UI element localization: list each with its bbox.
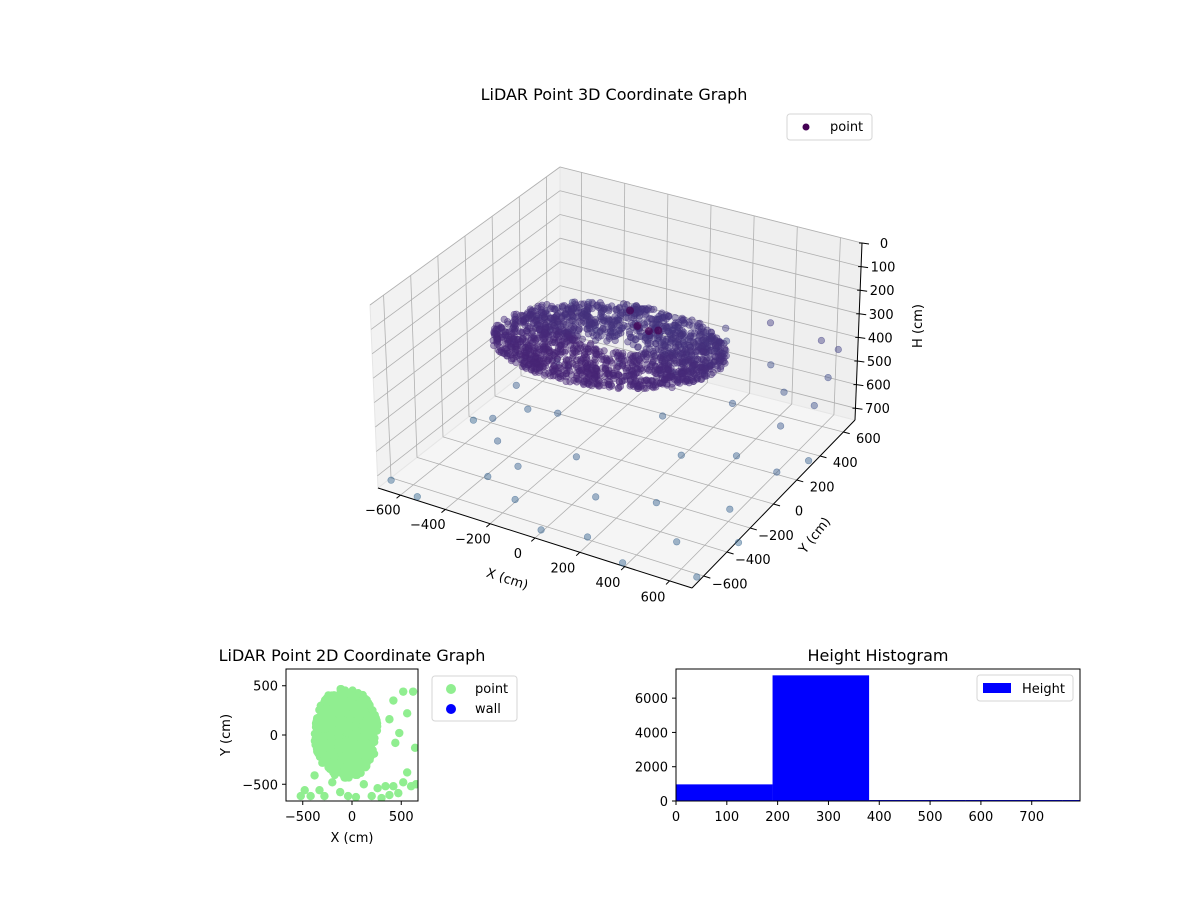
z-tick-label: 400 bbox=[868, 331, 893, 346]
chart-3d-axes bbox=[377, 242, 870, 589]
chart-3d-ylabel: Y (cm) bbox=[796, 515, 834, 558]
legend-box bbox=[976, 674, 1074, 702]
legend-label-point: point bbox=[475, 682, 508, 697]
histogram-frame bbox=[675, 668, 1081, 802]
legend-label-height: Height bbox=[1022, 682, 1065, 697]
y-tick-label: −600 bbox=[712, 577, 748, 592]
y-tick-label: −500 bbox=[242, 778, 278, 793]
y-tick-label: 2000 bbox=[635, 761, 668, 776]
chart-2d-xlabel: X (cm) bbox=[331, 831, 374, 846]
x-tick-label: −500 bbox=[285, 810, 321, 825]
chart-3d-xlabel: X (cm) bbox=[484, 566, 530, 594]
x-tick-label: 100 bbox=[714, 810, 739, 825]
chart-2d-title: LiDAR Point 2D Coordinate Graph bbox=[219, 646, 486, 665]
chart-2d-legend: point wall bbox=[431, 675, 518, 722]
chart-2d-ylabel: Y (cm) bbox=[219, 714, 234, 757]
chart-3d-points bbox=[387, 298, 842, 581]
histogram-bars bbox=[676, 675, 1080, 801]
x-tick-label: 200 bbox=[765, 810, 790, 825]
z-tick-label: 500 bbox=[867, 355, 892, 370]
x-tick-label: 500 bbox=[389, 810, 414, 825]
chart-2d: LiDAR Point 2D Coordinate Graph −500 0 500… bbox=[219, 646, 518, 846]
chart-2d-ticks: −500 0 500 500 0 −500 bbox=[242, 680, 413, 825]
x-tick-label: 400 bbox=[867, 810, 892, 825]
legend-height-swatch-icon bbox=[983, 683, 1011, 693]
legend-box bbox=[786, 113, 873, 141]
y-tick-label: 0 bbox=[660, 795, 668, 810]
chart-3d-tick-labels: −600−400−2000200400600−600−400−200020040… bbox=[365, 237, 896, 606]
legend-point-marker-icon bbox=[446, 684, 456, 694]
x-tick-label: −400 bbox=[410, 518, 446, 533]
y-tick-label: 400 bbox=[833, 456, 858, 471]
x-tick-label: 400 bbox=[596, 576, 621, 591]
y-tick-label: −400 bbox=[735, 553, 771, 568]
x-tick-label: −600 bbox=[365, 503, 401, 518]
x-tick-label: −200 bbox=[455, 532, 491, 547]
x-tick-label: 0 bbox=[672, 810, 680, 825]
x-tick-label: 0 bbox=[348, 810, 356, 825]
z-tick-label: 100 bbox=[871, 261, 896, 276]
z-tick-label: 0 bbox=[880, 237, 888, 252]
y-tick-label: 0 bbox=[795, 505, 803, 520]
y-tick-label: 200 bbox=[810, 480, 835, 495]
chart-3d-title: LiDAR Point 3D Coordinate Graph bbox=[481, 85, 748, 104]
z-tick-label: 600 bbox=[866, 379, 891, 394]
chart-3d-zlabel: H (cm) bbox=[911, 304, 926, 348]
chart-histogram: Height Histogram 0 100 200 300 400 500 600 7000… bbox=[635, 646, 1081, 825]
z-tick-label: 300 bbox=[869, 308, 894, 323]
x-tick-label: 200 bbox=[551, 562, 576, 577]
histogram-bar bbox=[676, 784, 773, 801]
chart-3d-grid bbox=[369, 166, 863, 582]
y-tick-label: 500 bbox=[253, 680, 278, 695]
x-tick-label: 700 bbox=[1019, 810, 1044, 825]
z-tick-label: 700 bbox=[865, 402, 890, 417]
x-tick-label: 0 bbox=[514, 547, 522, 562]
y-tick-label: 0 bbox=[270, 729, 278, 744]
y-tick-label: 6000 bbox=[635, 692, 668, 707]
histogram-legend: Height bbox=[976, 674, 1074, 702]
chart-3d-legend: point bbox=[786, 113, 873, 141]
x-tick-label: 500 bbox=[918, 810, 943, 825]
legend-label-point: point bbox=[830, 120, 863, 135]
x-tick-label: 300 bbox=[816, 810, 841, 825]
y-tick-label: 600 bbox=[856, 432, 881, 447]
z-tick-label: 200 bbox=[870, 284, 895, 299]
legend-wall-marker-icon bbox=[446, 704, 456, 714]
x-tick-label: 600 bbox=[968, 810, 993, 825]
chart-2d-points bbox=[296, 684, 418, 801]
legend-label-wall: wall bbox=[475, 702, 501, 717]
chart-3d: LiDAR Point 3D Coordinate Graph −600 −400… bbox=[365, 85, 926, 606]
histogram-ticks: 0 100 200 300 400 500 600 700 0 2000 4000 6000 bbox=[635, 692, 1044, 825]
y-tick-label: −200 bbox=[758, 529, 794, 544]
x-tick-label: 600 bbox=[641, 591, 666, 606]
y-tick-label: 4000 bbox=[635, 726, 668, 741]
legend-point-marker-icon bbox=[802, 123, 810, 131]
histogram-bar bbox=[772, 675, 870, 801]
histogram-title: Height Histogram bbox=[808, 646, 949, 665]
